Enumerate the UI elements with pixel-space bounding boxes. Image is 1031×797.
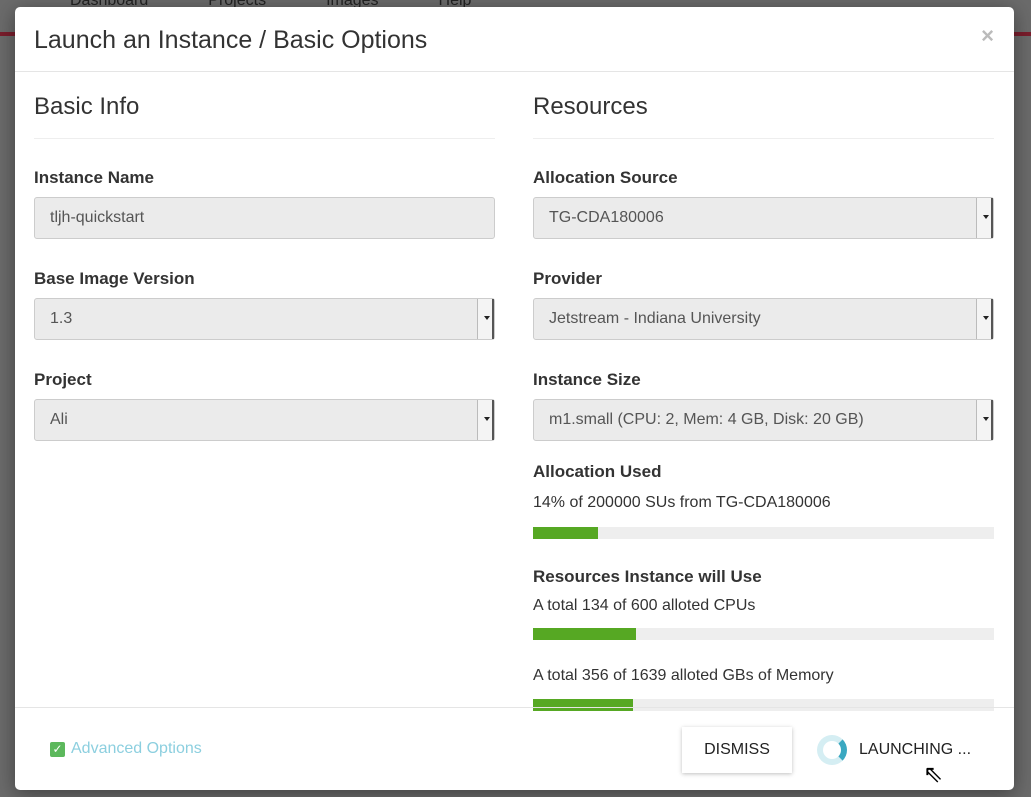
launch-instance-modal: Launch an Instance / Basic Options × Bas… [15, 7, 1014, 790]
launching-button[interactable]: LAUNCHING ... [817, 735, 971, 765]
project-label: Project [34, 370, 92, 389]
advanced-options-label: Advanced Options [71, 740, 202, 757]
resources-use-label: Resources Instance will Use [533, 567, 762, 586]
instance-size-value: m1.small (CPU: 2, Mem: 4 GB, Disk: 20 GB… [549, 411, 864, 428]
caret-down-icon [983, 417, 989, 421]
modal-title: Launch an Instance / Basic Options [34, 26, 428, 54]
nav-projects: Projects [208, 0, 267, 9]
base-image-select[interactable]: 1.3 [34, 298, 495, 340]
caret-down-icon [484, 316, 490, 320]
base-image-label: Base Image Version [34, 269, 195, 288]
allocation-used-label: Allocation Used [533, 462, 662, 481]
basic-info-heading: Basic Info [34, 92, 495, 139]
provider-select[interactable]: Jetstream - Indiana University [533, 298, 994, 340]
cpu-text: A total 134 of 600 alloted CPUs [533, 597, 756, 614]
nav-help: Help [438, 0, 472, 9]
instance-name-label: Instance Name [34, 168, 154, 187]
allocation-source-label: Allocation Source [533, 168, 678, 187]
launching-label: LAUNCHING ... [859, 741, 972, 758]
resources-section: Resources Allocation Source TG-CDA180006… [533, 72, 994, 711]
cpu-bar [533, 628, 994, 640]
provider-value: Jetstream - Indiana University [549, 310, 761, 327]
allocation-source-value: TG-CDA180006 [549, 209, 664, 226]
allocation-source-select[interactable]: TG-CDA180006 [533, 197, 994, 239]
memory-fill [533, 699, 634, 711]
nav-dashboard: Dashboard [70, 0, 149, 9]
cpu-fill [533, 628, 636, 640]
mouse-cursor-icon: ⇖ [923, 761, 944, 788]
dismiss-button[interactable]: DISMISS [682, 727, 792, 773]
memory-text: A total 356 of 1639 alloted GBs of Memor… [533, 667, 834, 684]
advanced-options-link[interactable]: ✓ Advanced Options [50, 740, 202, 758]
modal-footer: ✓ Advanced Options DISMISS LAUNCHING ... [15, 707, 1014, 790]
checkbox-checked-icon: ✓ [50, 741, 65, 757]
caret-down-icon [983, 316, 989, 320]
instance-name-input[interactable]: tljh-quickstart [34, 197, 495, 239]
project-value: Ali [50, 411, 68, 428]
instance-size-label: Instance Size [533, 370, 641, 389]
allocation-used-bar [533, 527, 994, 539]
allocation-used-text: 14% of 200000 SUs from TG-CDA180006 [533, 494, 831, 511]
caret-down-icon [484, 417, 490, 421]
project-select[interactable]: Ali [34, 399, 495, 441]
allocation-used-fill [533, 527, 598, 539]
instance-size-select[interactable]: m1.small (CPU: 2, Mem: 4 GB, Disk: 20 GB… [533, 399, 994, 441]
modal-header: Launch an Instance / Basic Options × [15, 7, 1014, 72]
base-image-value: 1.3 [50, 310, 73, 327]
background-nav: Dashboard Projects Images Help [70, 0, 471, 10]
memory-bar [533, 699, 994, 711]
resources-heading: Resources [533, 92, 994, 139]
nav-images: Images [326, 0, 379, 9]
basic-info-section: Basic Info Instance Name tljh-quickstart… [34, 72, 495, 441]
close-icon[interactable]: × [981, 23, 994, 48]
spinner-icon [817, 735, 847, 765]
caret-down-icon [983, 215, 989, 219]
provider-label: Provider [533, 269, 602, 288]
